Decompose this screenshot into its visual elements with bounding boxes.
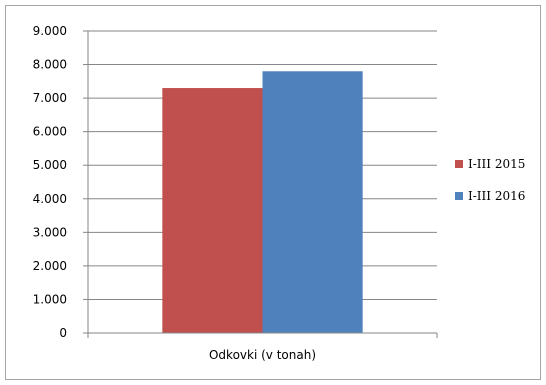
y-tick-label: 1.000 [33,292,67,306]
bars [162,71,363,334]
legend-swatch [455,160,463,168]
legend-label: I-III 2015 [468,157,525,171]
y-tick-label: 7.000 [33,91,67,105]
axes [87,31,438,338]
legend-label: I-III 2016 [468,189,525,203]
x-category-labels: Odkovki (v tonah) [209,348,316,362]
y-tick-label: 0 [59,326,67,340]
legend-swatch [455,192,463,200]
x-category-label: Odkovki (v tonah) [209,348,316,362]
y-tick-label: 8.000 [33,58,67,72]
y-tick-label: 5.000 [33,158,67,172]
bar-i-iii-2016 [262,71,363,334]
bar-i-iii-2015 [162,88,263,334]
y-tick-label: 3.000 [33,225,67,239]
y-tick-label: 6.000 [33,125,67,139]
y-tick-label: 9.000 [33,24,67,38]
y-tick-labels: 0 1.000 2.000 3.000 4.000 5.000 6.000 7.000 8.00… [33,24,67,340]
y-tick-label: 2.000 [33,259,67,273]
legend: I-III 2015 I-III 2016 [455,157,525,203]
y-tick-label: 4.000 [33,192,67,206]
